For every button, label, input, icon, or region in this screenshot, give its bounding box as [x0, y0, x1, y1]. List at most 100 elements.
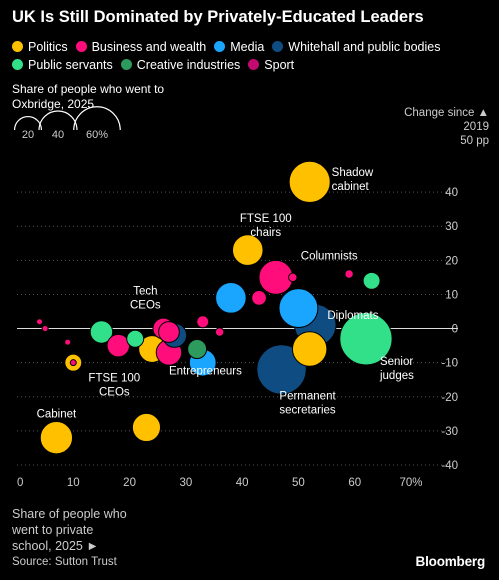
- legend-item: Business and wealth: [75, 38, 207, 56]
- x-tick-label: 30: [179, 477, 192, 489]
- data-label: FTSE 100 CEOs: [88, 373, 140, 399]
- bubble: [89, 320, 114, 344]
- legend-label: Media: [230, 40, 265, 54]
- bubble: [64, 338, 72, 346]
- bubble: [69, 359, 77, 367]
- bubble: [214, 327, 225, 337]
- x-tick-label: 20: [123, 477, 136, 489]
- data-label: Tech CEOs: [130, 286, 161, 312]
- x-tick-label: 40: [236, 477, 249, 489]
- size-legend-label: 20: [22, 129, 34, 141]
- size-legend-arc: [73, 106, 121, 131]
- data-label-line: judges: [379, 370, 414, 382]
- source-note: Source: Sutton Trust: [12, 556, 117, 568]
- data-label-line: Entrepreneurs: [169, 365, 242, 377]
- data-label-line: cabinet: [332, 181, 370, 193]
- bloomberg-logo: Bloomberg: [415, 554, 486, 569]
- legend-item: Whitehall and public bodies: [272, 38, 440, 56]
- data-label: Diplomats: [327, 310, 378, 322]
- bubble: [278, 288, 319, 329]
- size-legend-label: 60%: [86, 129, 108, 141]
- data-label: Shadow cabinet: [332, 167, 374, 193]
- data-label-line: chairs: [250, 227, 281, 239]
- bubble: [36, 318, 44, 326]
- data-label: Entrepreneurs: [169, 365, 242, 377]
- data-label-line: FTSE 100: [88, 373, 140, 385]
- legend-item: Politics: [12, 38, 68, 56]
- bubble: [288, 160, 331, 203]
- y-tick-label: 40: [445, 187, 458, 199]
- legend-label: Sport: [264, 58, 295, 72]
- legend-swatch: [214, 41, 226, 52]
- legend-label: Public servants: [28, 58, 113, 72]
- legend-label: Creative industries: [136, 58, 241, 72]
- data-label-line: Diplomats: [327, 310, 378, 322]
- chart-title: UK Is Still Dominated by Privately-Educa…: [12, 8, 424, 26]
- x-tick-label: 60: [348, 477, 361, 489]
- y-axis-title: Change since ▲ 2019 50 pp: [404, 107, 489, 147]
- bubble: [158, 321, 180, 343]
- data-label-line: Shadow: [332, 167, 374, 179]
- data-label-line: CEOs: [99, 387, 130, 399]
- bubble: [288, 272, 298, 283]
- data-label-line: Columnists: [301, 250, 358, 262]
- legend-item: Creative industries: [120, 56, 241, 74]
- y-tick-label: -20: [441, 392, 458, 404]
- legend-item: Public servants: [12, 56, 113, 74]
- bubble: [231, 234, 264, 266]
- bubble: [291, 331, 328, 367]
- legend-swatch: [12, 59, 23, 70]
- data-label-line: Tech: [133, 286, 157, 298]
- legend-item: Media: [214, 38, 264, 56]
- legend-swatch: [12, 41, 23, 52]
- data-label-line: Senior: [380, 356, 413, 368]
- bubble: [362, 271, 381, 290]
- x-tick-label: 0: [17, 477, 23, 489]
- bubble: [126, 329, 145, 348]
- bubble: [344, 269, 354, 279]
- size-legend-arc: [13, 115, 43, 131]
- y-tick-label: -30: [441, 426, 458, 438]
- bubble: [131, 412, 162, 443]
- data-label: FTSE 100 chairs: [240, 213, 292, 239]
- legend-label: Whitehall and public bodies: [288, 40, 441, 54]
- bubble: [196, 315, 210, 329]
- size-legend-label: 40: [52, 129, 64, 141]
- size-legend-arc: [38, 110, 78, 131]
- bubble: [258, 259, 294, 295]
- data-label: Cabinet: [37, 409, 77, 421]
- x-tick-label: 50: [292, 477, 305, 489]
- y-tick-label: -40: [441, 460, 458, 472]
- legend-swatch: [75, 41, 87, 52]
- y-tick-label: 10: [445, 289, 458, 301]
- y-tick-label: 30: [445, 221, 458, 233]
- y-tick-label: 0: [452, 324, 458, 336]
- legend-item: Sport: [248, 56, 294, 74]
- y-tick-label: -10: [441, 358, 458, 370]
- data-label-line: FTSE 100: [240, 213, 292, 225]
- x-axis-title: Share of people who went to private scho…: [12, 507, 127, 553]
- legend-swatch: [120, 59, 132, 70]
- legend-swatch: [272, 41, 284, 52]
- data-label-line: Cabinet: [37, 409, 77, 421]
- bubble: [187, 339, 208, 360]
- legend: Politics Business and wealth Media Whitehal…: [12, 38, 492, 74]
- bubble: [339, 312, 393, 366]
- data-label-line: Permanent: [279, 390, 336, 402]
- x-tick-label: 10: [67, 477, 80, 489]
- size-legend-title: Share of people who went to Oxbridge, 20…: [12, 82, 165, 111]
- data-label: Permanent secretaries: [279, 390, 336, 416]
- legend-label: Business and wealth: [91, 40, 207, 54]
- data-label-line: secretaries: [279, 404, 335, 416]
- bubble: [215, 282, 247, 314]
- x-tick-label: 70%: [399, 477, 422, 489]
- y-tick-label: 20: [445, 255, 458, 267]
- legend-swatch: [248, 59, 260, 70]
- bubble: [106, 333, 131, 358]
- data-label-line: CEOs: [130, 300, 161, 312]
- legend-label: Politics: [28, 40, 68, 54]
- bubble: [251, 290, 267, 306]
- bubble: [39, 421, 74, 455]
- data-label: Columnists: [301, 250, 358, 262]
